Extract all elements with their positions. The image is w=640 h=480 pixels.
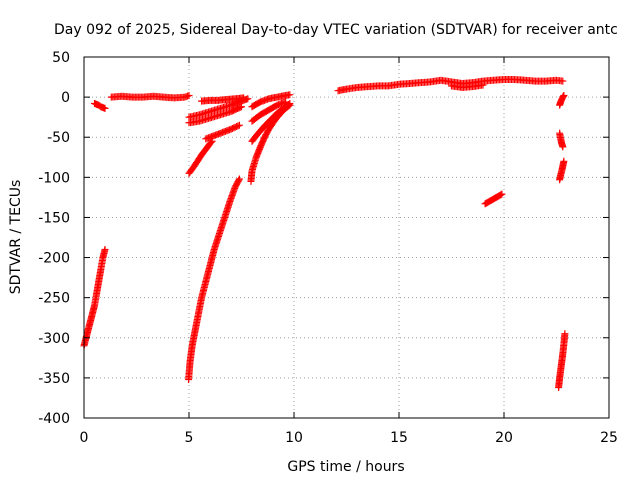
x-tick-label: 20 — [495, 430, 513, 446]
x-tick-label: 10 — [285, 430, 303, 446]
series-arc-flat-4 — [448, 81, 487, 91]
y-tick-label: 50 — [52, 50, 70, 66]
data-point — [236, 103, 244, 111]
series-arc-rise-late-1 — [247, 101, 294, 185]
y-tick-label: -150 — [38, 210, 70, 226]
data-point — [561, 330, 569, 338]
data-point — [559, 77, 567, 85]
chart-title: Day 092 of 2025, Sidereal Day-to-day VTE… — [54, 22, 618, 38]
data-points — [80, 75, 569, 392]
series-arc-early-steep — [80, 246, 109, 350]
data-point — [282, 98, 290, 106]
x-tick-label: 5 — [185, 430, 194, 446]
series-arc-end-steep — [555, 330, 569, 392]
data-point — [560, 157, 568, 165]
data-point — [560, 92, 568, 100]
data-point — [235, 176, 243, 184]
data-point — [235, 175, 243, 183]
series-arc-flat-3 — [334, 75, 567, 95]
grid — [84, 57, 609, 418]
y-tick-label: -350 — [38, 371, 70, 387]
axis-ticks: 0 5 10 15 20 25 50 0 -50 -100 -150 -200 -250 -300 -350… — [38, 50, 618, 446]
x-tick-label: 0 — [80, 430, 89, 446]
y-tick-label: -200 — [38, 251, 70, 267]
y-tick-label: 0 — [61, 90, 70, 106]
data-point — [479, 81, 487, 89]
data-point — [286, 100, 294, 108]
data-point — [185, 92, 193, 100]
y-tick-label: -400 — [38, 411, 70, 427]
series-arc-band-b — [185, 103, 245, 127]
data-point — [286, 91, 294, 99]
data-point — [497, 191, 505, 199]
y-tick-label: -100 — [38, 170, 70, 186]
series-arc-rise-late-3 — [248, 91, 294, 111]
series-arc-rise-mid — [185, 137, 216, 177]
plot-frame — [83, 56, 610, 419]
series-arc-mid-isolated — [481, 190, 506, 208]
y-tick-label: -50 — [47, 130, 70, 146]
series-arc-end-mid-b — [556, 129, 567, 151]
data-point — [240, 94, 248, 102]
data-point — [498, 190, 506, 198]
series-arc-end-mid-a — [556, 157, 568, 184]
series-arc-flat-1 — [107, 92, 193, 102]
data-point — [208, 137, 216, 145]
data-point — [235, 121, 243, 129]
data-point — [238, 103, 245, 111]
y-axis-label: SDTVAR / TECUs — [8, 180, 24, 295]
series-arc-early-low — [91, 100, 109, 112]
data-point — [101, 104, 109, 112]
x-axis-label: GPS time / hours — [287, 459, 404, 475]
data-point — [101, 246, 109, 254]
x-tick-label: 15 — [390, 430, 408, 446]
x-tick-label: 25 — [600, 430, 618, 446]
data-point — [234, 122, 242, 130]
series-arc-flat-2 — [198, 94, 248, 105]
series-arc-rise-late-4 — [248, 98, 290, 125]
data-point — [559, 143, 567, 151]
data-point — [244, 95, 252, 103]
series-arc-rise-late-2 — [248, 100, 294, 145]
series-arc-rise-big — [185, 175, 243, 383]
y-tick-label: -300 — [38, 331, 70, 347]
series-arc-end-low — [556, 92, 568, 109]
y-tick-label: -250 — [38, 291, 70, 307]
series-arc-band-c — [202, 121, 243, 143]
